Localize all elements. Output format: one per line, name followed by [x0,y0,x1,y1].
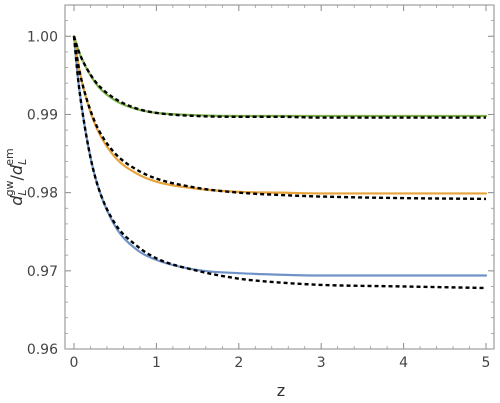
x-tick-label: 5 [482,355,491,371]
svg-text:dLgw/dLem: dLgw/dLem [3,148,29,205]
y-axis: 0.96 0.97 0.98 0.99 1.00 [27,4,494,358]
x-tick-label: 2 [234,355,243,371]
series-fit-line-5 [72,35,486,119]
ylabel-sup-1: gw [3,180,16,196]
series-line-0 [72,35,488,277]
y-tick-label: 0.98 [27,186,58,202]
x-tick-label: 4 [399,355,408,371]
y-tick-label: 0.97 [27,264,58,280]
series-layer [72,35,488,290]
ylabel-sub-1: L [16,189,29,195]
x-axis: 0 1 2 3 4 5 [70,5,491,371]
x-axis-title: z [277,381,285,400]
y-tick-label: 0.96 [27,342,58,358]
ylabel-sep: / [7,174,26,180]
ylabel-sub-2: L [16,159,29,165]
series-line-2 [72,35,488,195]
series-fit-line-3 [72,36,487,201]
x-tick-label: 0 [70,355,79,371]
ylabel-sup-2: em [3,148,16,165]
ylabel-base-1: d [7,195,26,206]
y-axis-title: dLgw/dLem [3,148,29,205]
plot-frame [64,4,495,350]
x-tick-label: 1 [152,355,161,371]
x-tick-label: 3 [317,355,326,371]
y-tick-label: 0.99 [27,107,58,123]
y-tick-label: 1.00 [27,29,58,45]
ylabel-base-2: d [7,164,26,175]
series-fit-line-1 [72,36,487,290]
